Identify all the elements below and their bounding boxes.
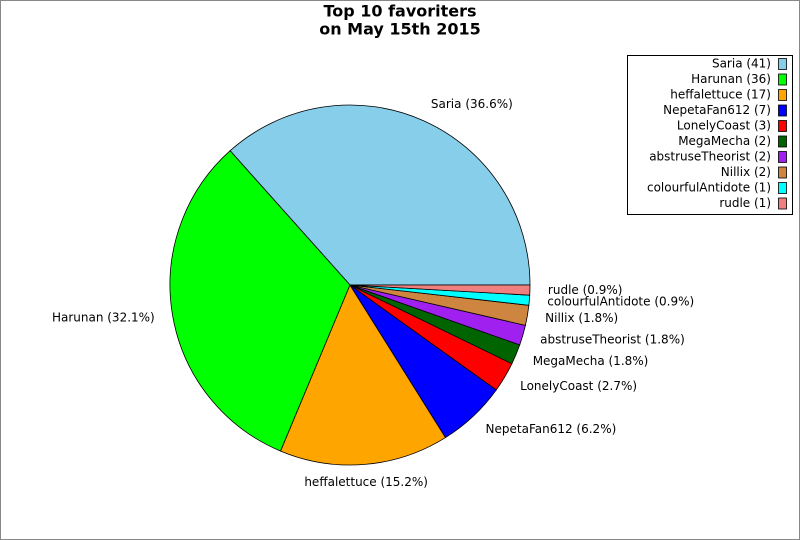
pie-slice — [169, 150, 351, 452]
legend-label: rudle (1) — [719, 196, 771, 210]
legend-label: MegaMecha (2) — [678, 134, 771, 148]
chart-subtitle: on May 15th 2015 — [319, 20, 481, 39]
legend-swatch — [778, 135, 787, 148]
slice-label: rudle (0.9%) — [548, 283, 623, 297]
slice-label: heffalettuce (15.2%) — [304, 475, 428, 489]
slice-label: LonelyCoast (2.7%) — [520, 379, 637, 393]
slice-label: MegaMecha (1.8%) — [533, 354, 649, 368]
legend-swatch — [778, 89, 787, 101]
pie-slice — [349, 284, 531, 296]
legend-label: Harunan (36) — [691, 72, 771, 86]
legend-swatch — [778, 166, 787, 179]
legend-label: Nillix (2) — [721, 165, 771, 179]
legend-swatch — [778, 182, 787, 194]
legend-label: abstruseTheorist (2) — [649, 150, 771, 164]
slice-label: colourfulAntidote (0.9%) — [547, 294, 694, 308]
legend-swatch — [778, 73, 787, 86]
legend-box — [627, 55, 793, 215]
legend-label: NepetaFan612 (7) — [663, 103, 771, 117]
legend-label: colourfulAntidote (1) — [647, 181, 771, 195]
slice-label: NepetaFan612 (6.2%) — [486, 422, 617, 436]
legend-swatch — [778, 58, 787, 70]
legend-swatch — [778, 104, 787, 117]
legend-swatch — [778, 151, 787, 163]
slice-label: abstruseTheorist (1.8%) — [540, 333, 685, 347]
legend-label: LonelyCoast (3) — [677, 119, 771, 133]
slice-label: Nillix (1.8%) — [545, 311, 618, 325]
pie-slice — [229, 104, 531, 286]
legend-swatch — [778, 120, 787, 132]
legend-label: Saria (41) — [712, 57, 771, 71]
pie-slice — [280, 284, 447, 466]
legend-swatch — [778, 197, 787, 210]
chart-title: Top 10 favoriters — [323, 2, 476, 21]
slice-label: Harunan (32.1%) — [52, 310, 155, 324]
legend-label: heffalettuce (17) — [670, 88, 771, 102]
slice-label: Saria (36.6%) — [431, 97, 513, 111]
